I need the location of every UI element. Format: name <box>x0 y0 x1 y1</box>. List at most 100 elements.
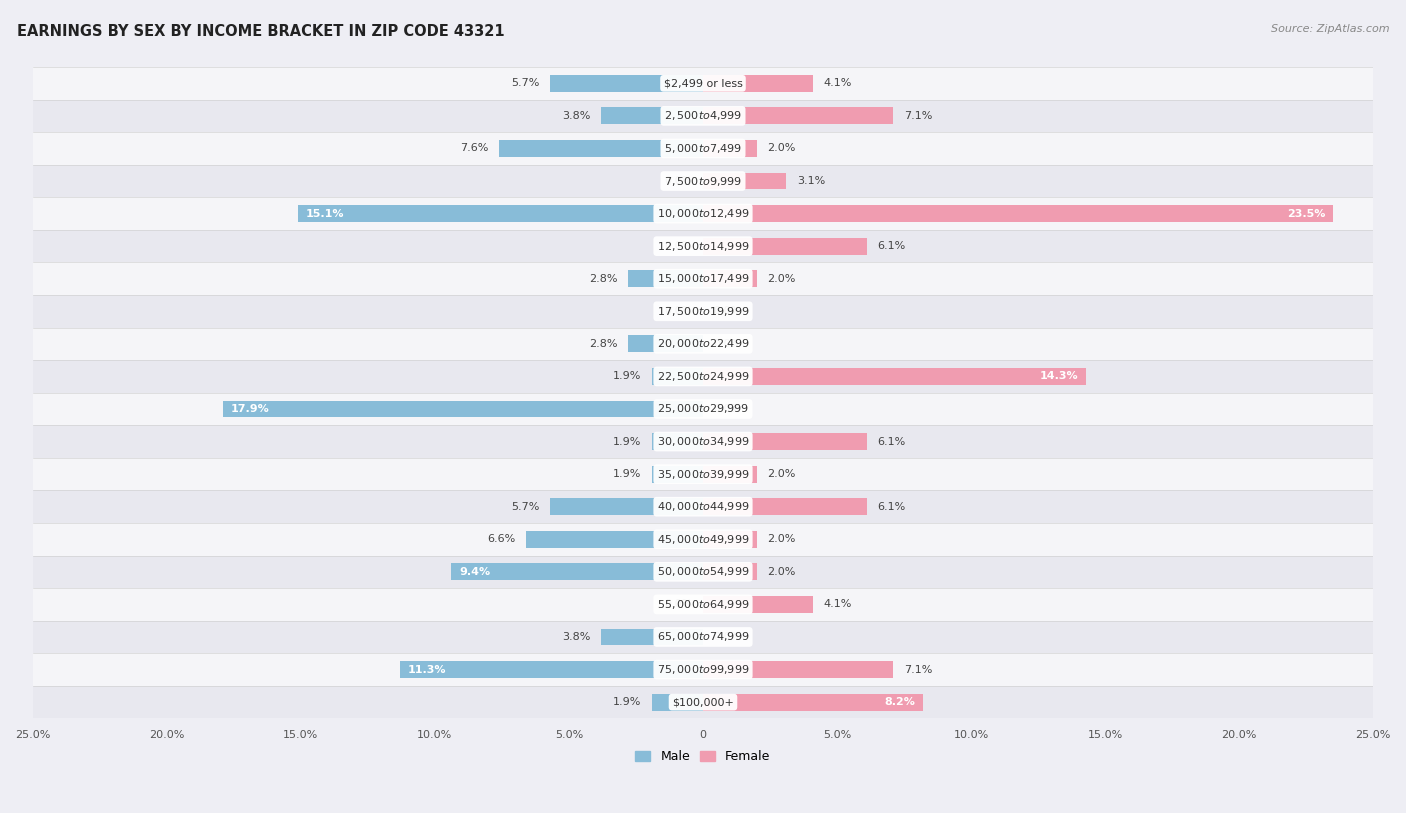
Bar <box>703 205 1333 222</box>
Text: 23.5%: 23.5% <box>1286 209 1324 219</box>
Bar <box>32 458 1374 490</box>
Bar <box>703 693 922 711</box>
Bar <box>703 172 786 189</box>
Text: $2,500 to $4,999: $2,500 to $4,999 <box>664 110 742 123</box>
Text: $22,500 to $24,999: $22,500 to $24,999 <box>657 370 749 383</box>
Text: $75,000 to $99,999: $75,000 to $99,999 <box>657 663 749 676</box>
Bar <box>703 237 866 254</box>
Text: 7.1%: 7.1% <box>904 664 932 675</box>
Bar <box>703 596 813 613</box>
Text: 8.2%: 8.2% <box>884 697 915 707</box>
Text: EARNINGS BY SEX BY INCOME BRACKET IN ZIP CODE 43321: EARNINGS BY SEX BY INCOME BRACKET IN ZIP… <box>17 24 505 39</box>
Bar <box>652 466 703 483</box>
Text: 3.1%: 3.1% <box>797 176 825 186</box>
Text: 6.6%: 6.6% <box>486 534 516 544</box>
Bar <box>703 140 756 157</box>
Text: 2.0%: 2.0% <box>768 143 796 154</box>
Text: $45,000 to $49,999: $45,000 to $49,999 <box>657 533 749 546</box>
Text: 1.9%: 1.9% <box>613 437 641 446</box>
Text: 0.0%: 0.0% <box>714 339 742 349</box>
Bar <box>32 67 1374 100</box>
Bar <box>703 270 756 287</box>
Text: $65,000 to $74,999: $65,000 to $74,999 <box>657 630 749 643</box>
Text: 17.9%: 17.9% <box>231 404 270 414</box>
Text: 0.0%: 0.0% <box>664 599 692 610</box>
Bar <box>401 661 703 678</box>
Text: 4.1%: 4.1% <box>824 599 852 610</box>
Bar <box>628 270 703 287</box>
Bar <box>499 140 703 157</box>
Bar <box>32 555 1374 588</box>
Bar <box>628 336 703 352</box>
Bar <box>703 498 866 515</box>
Text: 3.8%: 3.8% <box>562 632 591 642</box>
Text: $12,500 to $14,999: $12,500 to $14,999 <box>657 240 749 253</box>
Text: $7,500 to $9,999: $7,500 to $9,999 <box>664 175 742 188</box>
Bar <box>32 686 1374 719</box>
Text: 0.0%: 0.0% <box>714 404 742 414</box>
Text: $25,000 to $29,999: $25,000 to $29,999 <box>657 402 749 415</box>
Text: $50,000 to $54,999: $50,000 to $54,999 <box>657 565 749 578</box>
Bar <box>652 693 703 711</box>
Bar <box>32 360 1374 393</box>
Text: 3.8%: 3.8% <box>562 111 591 121</box>
Bar <box>550 75 703 92</box>
Text: 2.8%: 2.8% <box>589 274 617 284</box>
Bar <box>32 198 1374 230</box>
Bar <box>703 433 866 450</box>
Bar <box>32 393 1374 425</box>
Text: $20,000 to $22,499: $20,000 to $22,499 <box>657 337 749 350</box>
Bar <box>32 654 1374 686</box>
Bar <box>32 328 1374 360</box>
Bar <box>32 523 1374 555</box>
Bar <box>602 628 703 646</box>
Text: 2.0%: 2.0% <box>768 567 796 577</box>
Text: 6.1%: 6.1% <box>877 437 905 446</box>
Text: 5.7%: 5.7% <box>510 78 540 89</box>
Text: 14.3%: 14.3% <box>1040 372 1078 381</box>
Text: $55,000 to $64,999: $55,000 to $64,999 <box>657 598 749 611</box>
Text: 4.1%: 4.1% <box>824 78 852 89</box>
Bar <box>32 295 1374 328</box>
Bar <box>550 498 703 515</box>
Text: 15.1%: 15.1% <box>307 209 344 219</box>
Text: $17,500 to $19,999: $17,500 to $19,999 <box>657 305 749 318</box>
Bar <box>224 401 703 417</box>
Bar <box>703 466 756 483</box>
Bar <box>32 490 1374 523</box>
Bar <box>32 425 1374 458</box>
Text: 6.1%: 6.1% <box>877 241 905 251</box>
Legend: Male, Female: Male, Female <box>630 745 776 768</box>
Text: 2.0%: 2.0% <box>768 469 796 479</box>
Text: $35,000 to $39,999: $35,000 to $39,999 <box>657 467 749 480</box>
Bar <box>526 531 703 548</box>
Text: $30,000 to $34,999: $30,000 to $34,999 <box>657 435 749 448</box>
Text: $5,000 to $7,499: $5,000 to $7,499 <box>664 142 742 155</box>
Text: 5.7%: 5.7% <box>510 502 540 511</box>
Text: 1.9%: 1.9% <box>613 372 641 381</box>
Bar <box>32 588 1374 620</box>
Bar <box>703 661 893 678</box>
Bar <box>652 433 703 450</box>
Text: 2.0%: 2.0% <box>768 274 796 284</box>
Text: 11.3%: 11.3% <box>408 664 447 675</box>
Bar <box>652 368 703 385</box>
Bar <box>32 165 1374 198</box>
Text: 2.0%: 2.0% <box>768 534 796 544</box>
Text: 0.0%: 0.0% <box>664 307 692 316</box>
Text: 7.1%: 7.1% <box>904 111 932 121</box>
Text: 7.6%: 7.6% <box>460 143 488 154</box>
Bar <box>451 563 703 580</box>
Bar <box>703 563 756 580</box>
Text: 9.4%: 9.4% <box>458 567 491 577</box>
Bar <box>703 368 1087 385</box>
Bar <box>32 620 1374 654</box>
Text: $40,000 to $44,999: $40,000 to $44,999 <box>657 500 749 513</box>
Text: $15,000 to $17,499: $15,000 to $17,499 <box>657 272 749 285</box>
Text: 2.8%: 2.8% <box>589 339 617 349</box>
Bar <box>32 263 1374 295</box>
Text: 1.9%: 1.9% <box>613 469 641 479</box>
Text: 0.0%: 0.0% <box>714 632 742 642</box>
Bar <box>32 230 1374 263</box>
Bar <box>703 75 813 92</box>
